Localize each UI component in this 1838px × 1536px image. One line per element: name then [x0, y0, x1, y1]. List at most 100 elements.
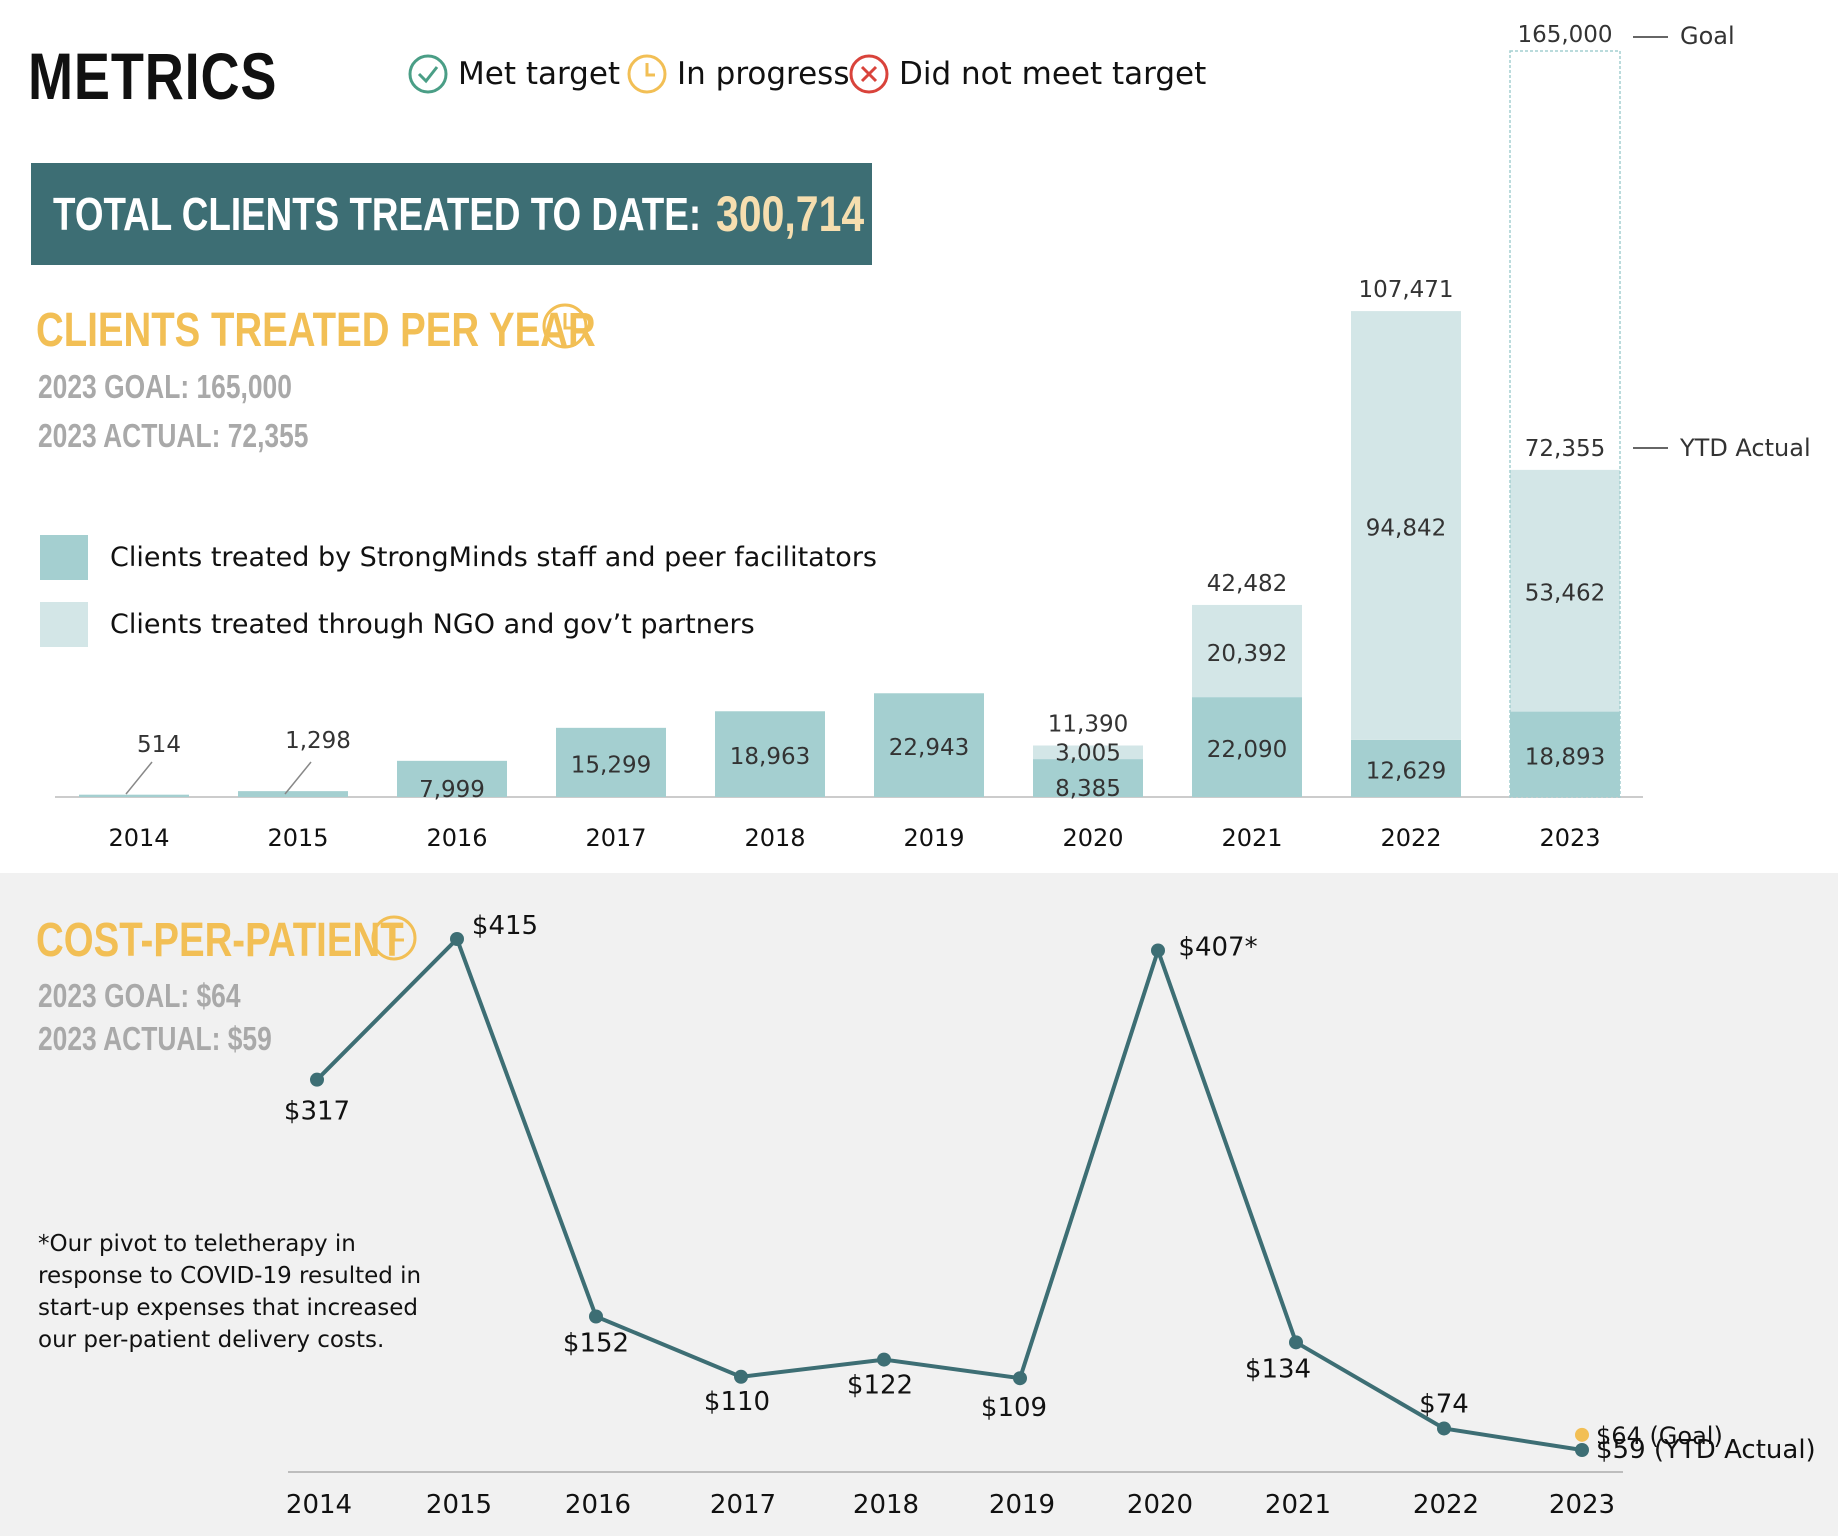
legend-staff-label: Clients treated by StrongMinds staff and…: [110, 542, 877, 573]
clock-circle-icon: [371, 915, 417, 961]
check-circle-icon: [408, 54, 448, 94]
bar-staff-label-2022: 12,629: [1366, 758, 1446, 784]
bar-staff-label-2021: 22,090: [1207, 737, 1287, 763]
point-2016: [589, 1309, 603, 1324]
bar-partners-2022: [1351, 311, 1461, 740]
x-tick-2014: 2014: [286, 1490, 352, 1520]
bar-partners-2023: [1510, 469, 1620, 712]
x-tick-2020: 2020: [1127, 1490, 1193, 1520]
point-2023: [1575, 1443, 1589, 1457]
bar-staff-2019: [874, 693, 984, 797]
total-clients-banner: TOTAL CLIENTS TREATED TO DATE: 300,714: [31, 163, 872, 265]
x-tick-2017: 2017: [585, 824, 646, 852]
cost-panel: [0, 873, 1838, 1536]
bar-total-label-2015: 1,298: [285, 728, 351, 754]
bar-partners-label-2020: 3,005: [1055, 740, 1121, 766]
bar-staff-2014: [79, 794, 189, 797]
clients-actual-text: 2023 ACTUAL: 72,355: [38, 417, 309, 454]
x-tick-2015: 2015: [267, 824, 328, 852]
x-tick-2016: 2016: [565, 1490, 631, 1520]
bar-staff-2023: [1510, 711, 1620, 797]
legend-did-not-meet: Did not meet target: [849, 48, 1206, 100]
point-2014: [310, 1072, 324, 1087]
point-label-2016: $152: [563, 1329, 629, 1359]
bar-total-label-2020: 11,390: [1048, 712, 1128, 738]
bar-total-label-2022: 107,471: [1358, 277, 1453, 303]
bar-staff-2016: [397, 760, 507, 797]
goal-point-label: $64 (Goal): [1596, 1422, 1723, 1450]
ytd-annotation: YTD Actual: [1679, 434, 1811, 462]
cost-footnote: *Our pivot to teletherapy in response to…: [38, 1231, 422, 1353]
bar-partners-label-2021: 20,392: [1207, 641, 1287, 667]
clients-bar-chart: 514 2014 1,298 2015 7,999 2016 15,299 2017 18,96…: [55, 22, 1811, 852]
point-2019: [1013, 1371, 1027, 1386]
legend-partners-label: Clients treated through NGO and gov’t pa…: [110, 609, 755, 640]
legend-did-not-meet-label: Did not meet target: [899, 56, 1207, 92]
total-clients-label: TOTAL CLIENTS TREATED TO DATE:: [53, 188, 702, 240]
x-tick-2023: 2023: [1539, 824, 1600, 852]
legend-met-target: Met target: [408, 48, 620, 100]
bar-partners-label-2023: 53,462: [1525, 581, 1605, 607]
legend-met-target-label: Met target: [458, 56, 621, 92]
bar-staff-label-2018: 18,963: [730, 744, 810, 770]
x-tick-2021: 2021: [1265, 1490, 1331, 1520]
cost-goal-text: 2023 GOAL: $64: [38, 977, 241, 1014]
point-label-2023: $59 (YTD Actual): [1596, 1435, 1816, 1465]
point-2017: [734, 1369, 748, 1384]
cost-line-chart: $317 $415 $152 $110 $122 $109 $407* $134 $74 $59 …: [284, 911, 1816, 1520]
point-2021: [1289, 1335, 1303, 1350]
x-tick-2017: 2017: [710, 1490, 776, 1520]
bar-partners-label-2022: 94,842: [1366, 516, 1446, 542]
x-tick-2023: 2023: [1549, 1490, 1615, 1520]
point-label-2015: $415: [472, 911, 538, 941]
point-label-2017: $110: [704, 1387, 770, 1417]
x-tick-2019: 2019: [903, 824, 964, 852]
point-2015: [450, 932, 464, 946]
clients-goal-text: 2023 GOAL: 165,000: [38, 368, 292, 405]
bar-staff-2017: [556, 727, 666, 797]
bar-total-label-2023: 72,355: [1525, 436, 1605, 462]
bar-staff-label-2023: 18,893: [1525, 744, 1605, 770]
bar-partners-2021: [1192, 604, 1302, 698]
bar-total-label-2014: 514: [137, 732, 181, 758]
goal-annotation: Goal: [1680, 22, 1735, 50]
point-label-2018: $122: [847, 1371, 913, 1401]
legend-staff: Clients treated by StrongMinds staff and…: [40, 535, 877, 580]
cost-section-title: COST-PER-PATIENT: [36, 914, 404, 967]
x-tick-2020: 2020: [1062, 824, 1123, 852]
goal-value-label: 165,000: [1517, 22, 1612, 48]
legend-in-progress-label: In progress: [677, 56, 850, 92]
x-tick-2019: 2019: [989, 1490, 1055, 1520]
bar-staff-label-2019: 22,943: [889, 735, 969, 761]
bar-staff-label-2016: 7,999: [419, 777, 485, 803]
cost-line: [315, 935, 1583, 1452]
bar-total-label-2021: 42,482: [1207, 571, 1287, 597]
x-tick-2015: 2015: [426, 1490, 492, 1520]
x-tick-2016: 2016: [426, 824, 487, 852]
bar-leader-line-2015: [284, 761, 312, 795]
point-2022: [1437, 1421, 1451, 1436]
clock-circle-icon: [627, 54, 667, 94]
goal-outline: [1509, 50, 1621, 798]
x-circle-icon: [849, 54, 889, 94]
x-tick-2021: 2021: [1221, 824, 1282, 852]
bar-staff-2021: [1192, 697, 1302, 797]
point-2018: [877, 1352, 891, 1367]
point-label-2014: $317: [284, 1097, 350, 1127]
clock-circle-icon: [542, 303, 588, 349]
point-label-2022: $74: [1419, 1389, 1469, 1419]
bar-leader-line-2014: [125, 761, 153, 795]
total-clients-value: 300,714: [716, 186, 865, 242]
bar-staff-2022: [1351, 739, 1461, 797]
point-label-2021: $134: [1245, 1354, 1311, 1384]
bar-staff-label-2020: 8,385: [1055, 776, 1121, 802]
clients-section-title: CLIENTS TREATED PER YEAR: [36, 304, 596, 357]
bar-staff-2018: [715, 711, 825, 797]
point-label-2019: $109: [981, 1393, 1047, 1423]
x-tick-2014: 2014: [108, 824, 169, 852]
bar-staff-2015: [238, 791, 348, 797]
legend-partners-swatch: [40, 602, 88, 647]
x-tick-2018: 2018: [744, 824, 805, 852]
x-tick-2022: 2022: [1413, 1490, 1479, 1520]
legend-in-progress: In progress: [627, 48, 849, 100]
